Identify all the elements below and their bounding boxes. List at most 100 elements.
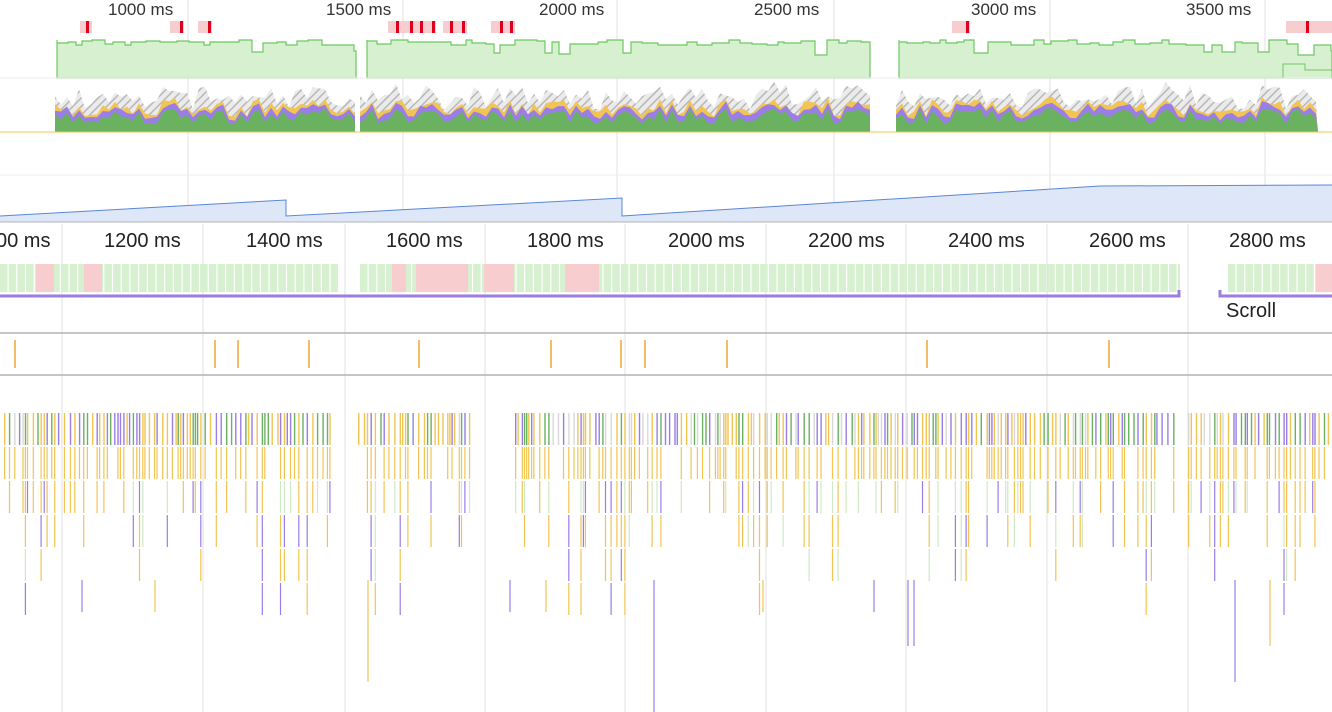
- flame-event: [580, 583, 582, 615]
- flame-event: [803, 413, 805, 445]
- flame-event: [1013, 481, 1015, 513]
- flame-event: [458, 481, 460, 513]
- flame-event: [1299, 447, 1301, 479]
- flame-event: [1154, 447, 1156, 479]
- flame-event: [43, 413, 45, 445]
- flame-event: [690, 447, 692, 479]
- flame-event: [1055, 481, 1057, 513]
- main-tick-label: 00 ms: [0, 230, 51, 252]
- frame: [174, 264, 182, 292]
- flame-event: [374, 515, 376, 547]
- interaction-label-scroll[interactable]: Scroll: [1226, 300, 1277, 322]
- frame: [1073, 264, 1081, 292]
- flame-event: [660, 515, 662, 547]
- frame: [269, 264, 278, 292]
- frame: [760, 264, 768, 292]
- flame-event: [595, 413, 597, 445]
- flame-event: [921, 447, 924, 479]
- flame-event: [256, 413, 258, 445]
- flame-event: [279, 515, 282, 547]
- flame-event: [1017, 481, 1019, 513]
- flame-event: [568, 481, 570, 513]
- main-tick-label: 1600 ms: [386, 230, 463, 252]
- flame-event: [1011, 413, 1013, 445]
- flame-event: [1019, 481, 1022, 513]
- flame-event: [383, 413, 385, 445]
- frame: [1064, 264, 1073, 292]
- flame-event: [584, 515, 586, 547]
- flame-event: [624, 549, 626, 581]
- flame-event: [624, 447, 626, 479]
- long-frame-marker: [966, 21, 969, 33]
- flame-event: [383, 447, 385, 479]
- flame-event: [897, 413, 899, 445]
- flame-event: [604, 549, 607, 581]
- flame-event: [37, 413, 39, 445]
- flame-event: [776, 447, 778, 479]
- frame: [1228, 264, 1236, 292]
- flame-event: [326, 481, 328, 513]
- flame-event: [965, 515, 967, 547]
- frame: [26, 264, 34, 292]
- flame-event: [24, 583, 26, 615]
- flame-event: [884, 413, 886, 445]
- dropped-frame: [36, 264, 54, 292]
- flame-event: [192, 413, 194, 445]
- flame-event: [46, 515, 48, 547]
- flame-event: [215, 515, 217, 547]
- flame-event: [911, 413, 913, 445]
- flame-event: [803, 447, 805, 479]
- flame-event: [1047, 481, 1049, 513]
- frame: [1099, 264, 1107, 292]
- flame-event: [797, 447, 799, 479]
- flame-event: [1118, 413, 1120, 445]
- flame-event: [374, 447, 376, 479]
- flame-event: [256, 447, 258, 479]
- frame: [795, 264, 803, 292]
- flame-event: [1005, 481, 1007, 513]
- flame-event: [651, 413, 653, 445]
- flame-event: [647, 447, 649, 479]
- flame-event: [374, 413, 377, 445]
- frame: [873, 264, 881, 292]
- flame-event: [1227, 413, 1230, 445]
- flame-event: [306, 447, 308, 479]
- flame-event: [388, 413, 390, 445]
- flame-event: [701, 413, 704, 445]
- flame-event: [610, 549, 612, 581]
- flame-event: [326, 447, 328, 479]
- flame-event: [1081, 515, 1083, 547]
- flame-event: [1188, 447, 1190, 479]
- flame-event: [738, 481, 740, 513]
- flame-event: [875, 413, 877, 445]
- flame-event: [906, 447, 908, 479]
- flame-event: [1154, 413, 1156, 445]
- flame-event: [808, 481, 810, 513]
- flame-event: [660, 481, 662, 513]
- flame-event: [32, 413, 35, 445]
- flame-event: [363, 413, 366, 445]
- flame-event: [837, 447, 839, 479]
- flame-event: [235, 447, 237, 479]
- flame-event: [426, 413, 429, 445]
- flame-event: [117, 447, 119, 479]
- flame-event: [831, 447, 834, 479]
- flame-event: [132, 447, 134, 479]
- flame-event: [533, 413, 535, 445]
- flame-event: [1087, 447, 1089, 479]
- flame-event: [717, 413, 719, 445]
- flame-event: [46, 481, 48, 513]
- flame-event: [993, 447, 995, 479]
- flame-event: [967, 515, 970, 547]
- flame-event: [785, 413, 788, 445]
- flame-event: [14, 413, 16, 445]
- flame-event: [820, 447, 822, 479]
- flame-event: [200, 413, 202, 445]
- flame-event: [620, 549, 622, 581]
- flame-event: [1219, 481, 1221, 513]
- flame-event: [589, 447, 591, 479]
- flame-event: [43, 481, 45, 513]
- flame-event: [1022, 413, 1024, 445]
- frame: [1236, 264, 1245, 292]
- flame-event: [1209, 413, 1211, 445]
